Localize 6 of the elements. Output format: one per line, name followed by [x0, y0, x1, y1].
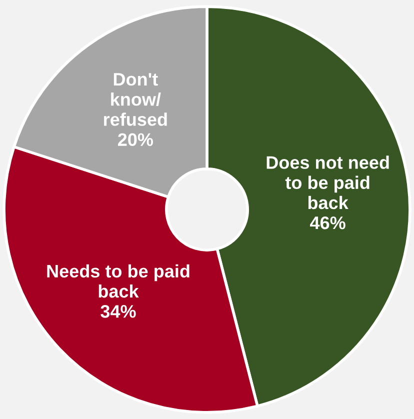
data-label: 46% [310, 216, 346, 230]
slice-label: Does not need to be paid back [266, 156, 389, 210]
slice-label: Needs to be paid back [47, 264, 190, 298]
data-label: 34% [100, 305, 136, 318]
data-label: 20% [118, 133, 154, 146]
slice-label: Don't know/ refused [104, 73, 167, 126]
